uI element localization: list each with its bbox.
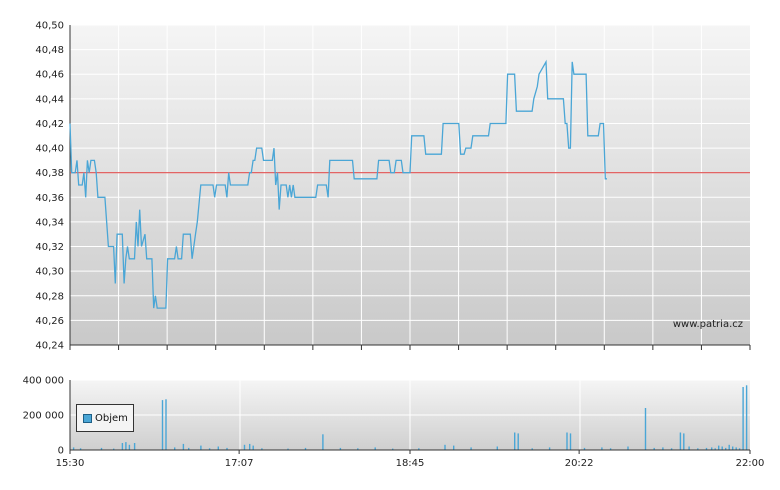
- x-tick-label: 20:22: [565, 458, 594, 469]
- volume-bar: [418, 448, 420, 451]
- volume-bar: [566, 432, 568, 450]
- volume-bar: [392, 448, 394, 450]
- volume-bar: [339, 447, 342, 450]
- volume-bar: [742, 387, 744, 450]
- volume-bar: [679, 432, 682, 450]
- volume-bar: [357, 448, 359, 451]
- volume-bar: [728, 444, 730, 451]
- volume-bar: [718, 445, 720, 450]
- legend-swatch: [83, 413, 92, 423]
- volume-bar: [182, 443, 185, 450]
- volume-bar: [128, 444, 131, 451]
- volume-bar: [113, 448, 115, 450]
- volume-bar: [304, 447, 307, 450]
- price-y-tick-label: 40,46: [35, 70, 64, 81]
- volume-bar: [322, 434, 324, 451]
- price-y-tick-label: 40,50: [35, 21, 64, 32]
- volume-bar: [688, 446, 690, 450]
- price-series-line: [69, 59, 607, 309]
- volume-bar: [514, 432, 516, 450]
- volume-bar: [165, 399, 167, 451]
- volume-bar: [100, 447, 103, 450]
- volume-bar: [735, 447, 737, 450]
- volume-bar: [583, 447, 586, 450]
- legend-label: Objem: [95, 412, 128, 424]
- price-y-tick-label: 40,32: [35, 242, 64, 253]
- volume-bar: [79, 448, 82, 451]
- volume-bar: [531, 448, 533, 451]
- volume-bar: [208, 448, 211, 451]
- volume-bar: [252, 445, 254, 450]
- volume-bar: [548, 447, 551, 450]
- price-y-tick-label: 40,38: [35, 168, 64, 179]
- volume-bar: [470, 447, 472, 450]
- volume-bar: [609, 448, 612, 451]
- volume-bar: [174, 447, 176, 450]
- price-y-tick-label: 40,26: [35, 316, 64, 327]
- volume-bar: [188, 447, 190, 450]
- volume-bar: [261, 448, 263, 451]
- volume-bar: [217, 446, 219, 450]
- volume-bar: [517, 433, 519, 450]
- price-y-tick-label: 40,34: [35, 217, 64, 228]
- volume-bar: [243, 444, 246, 451]
- volume-bar: [569, 433, 572, 450]
- volume-bar: [161, 400, 164, 450]
- price-panel: 40,50 40,48 40,46 40,44 40,42 40,40 40,38 40,36…: [35, 21, 751, 352]
- volume-bar: [374, 447, 376, 450]
- price-y-tick-label: 40,42: [35, 119, 64, 130]
- volume-bar: [249, 443, 251, 450]
- price-y-tick-label: 40,28: [35, 291, 64, 302]
- price-y-tick-label: 40,40: [35, 144, 64, 155]
- volume-bar: [601, 447, 603, 450]
- volume-bar: [133, 443, 136, 450]
- volume-bar: [732, 446, 734, 450]
- volume-bar: [725, 447, 727, 450]
- volume-legend: Objem: [76, 404, 134, 432]
- volume-bar: [453, 445, 455, 450]
- volume-bar: [745, 385, 748, 451]
- volume-y-tick-label: 400 000: [23, 376, 64, 387]
- volume-bar: [125, 442, 127, 450]
- volume-bar: [714, 448, 716, 451]
- watermark-text: www.patria.cz: [673, 319, 743, 330]
- price-y-tick-label: 40,30: [35, 267, 64, 278]
- volume-bar: [287, 448, 289, 450]
- volume-bar: [121, 443, 124, 450]
- volume-bar: [662, 447, 664, 450]
- volume-y-tick-label: 0: [58, 446, 64, 457]
- price-y-tick-label: 40,36: [35, 193, 64, 204]
- x-tick-label: 15:30: [56, 458, 85, 469]
- volume-bar: [670, 448, 673, 451]
- volume-bar: [721, 446, 723, 450]
- x-tick-label: 17:07: [225, 458, 254, 469]
- volume-bar: [496, 446, 498, 450]
- volume-bar: [653, 447, 655, 450]
- volume-y-tick-label: 200 000: [23, 411, 64, 422]
- volume-bar: [705, 447, 708, 450]
- price-y-tick-label: 40,48: [35, 45, 64, 56]
- volume-bar: [711, 447, 713, 450]
- volume-panel: 400 000 200 000 015:30 17:07 18:45 20:22 22:00: [23, 376, 765, 470]
- volume-bar: [200, 445, 202, 450]
- volume-bar: [738, 448, 741, 451]
- volume-bar: [444, 444, 446, 451]
- volume-bar: [697, 448, 699, 451]
- x-tick-label: 18:45: [396, 458, 425, 469]
- x-tick-label: 22:00: [736, 458, 765, 469]
- volume-bar: [226, 447, 228, 450]
- volume-bar: [683, 433, 685, 450]
- price-y-tick-label: 40,24: [35, 341, 64, 352]
- volume-bar: [627, 446, 629, 450]
- volume-bar: [644, 408, 647, 450]
- volume-bar: [72, 447, 75, 450]
- price-y-tick-label: 40,44: [35, 94, 64, 105]
